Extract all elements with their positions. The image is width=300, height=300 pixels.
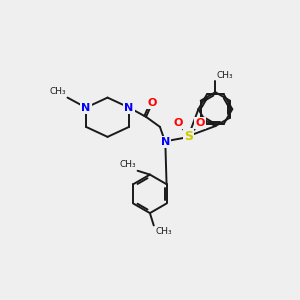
Text: O: O (195, 118, 205, 128)
Text: N: N (124, 103, 134, 112)
Text: CH₃: CH₃ (217, 71, 233, 80)
Text: CH₃: CH₃ (155, 227, 172, 236)
Text: CH₃: CH₃ (49, 87, 66, 96)
Text: O: O (148, 98, 157, 108)
Text: CH₃: CH₃ (119, 160, 136, 169)
Text: N: N (161, 137, 170, 147)
Text: O: O (174, 118, 183, 128)
Text: S: S (184, 130, 193, 142)
Text: N: N (81, 103, 91, 112)
